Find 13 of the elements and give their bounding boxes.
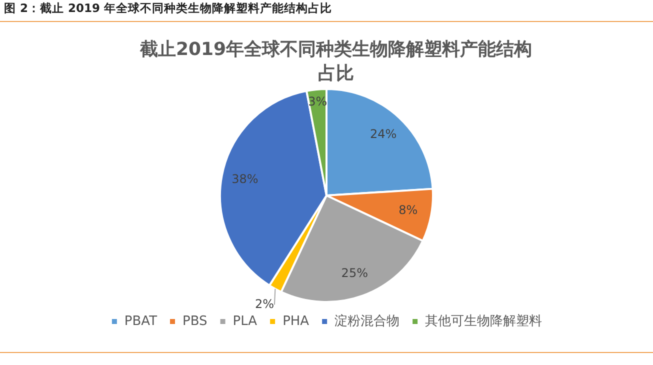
legend-label: PLA [232,314,258,329]
data-label: 8% [398,203,418,218]
data-label: 2% [254,296,274,311]
legend-label: 其他可生物降解塑料 [425,312,542,329]
data-label: 38% [232,172,258,186]
legend-label: PBS [182,314,208,329]
caption: 图 2：截止 2019 年全球不同种类生物降解塑料产能结构占比 [4,1,332,16]
data-label: 25% [341,266,368,280]
legend-label: PBAT [124,314,158,329]
legend-label: PHA [282,314,310,329]
chart-title: 截止2019年全球不同种类生物降解塑料产能结构占比 [138,38,534,86]
data-label: 24% [370,127,397,142]
legend-label: 淀粉混合物 [334,314,400,329]
